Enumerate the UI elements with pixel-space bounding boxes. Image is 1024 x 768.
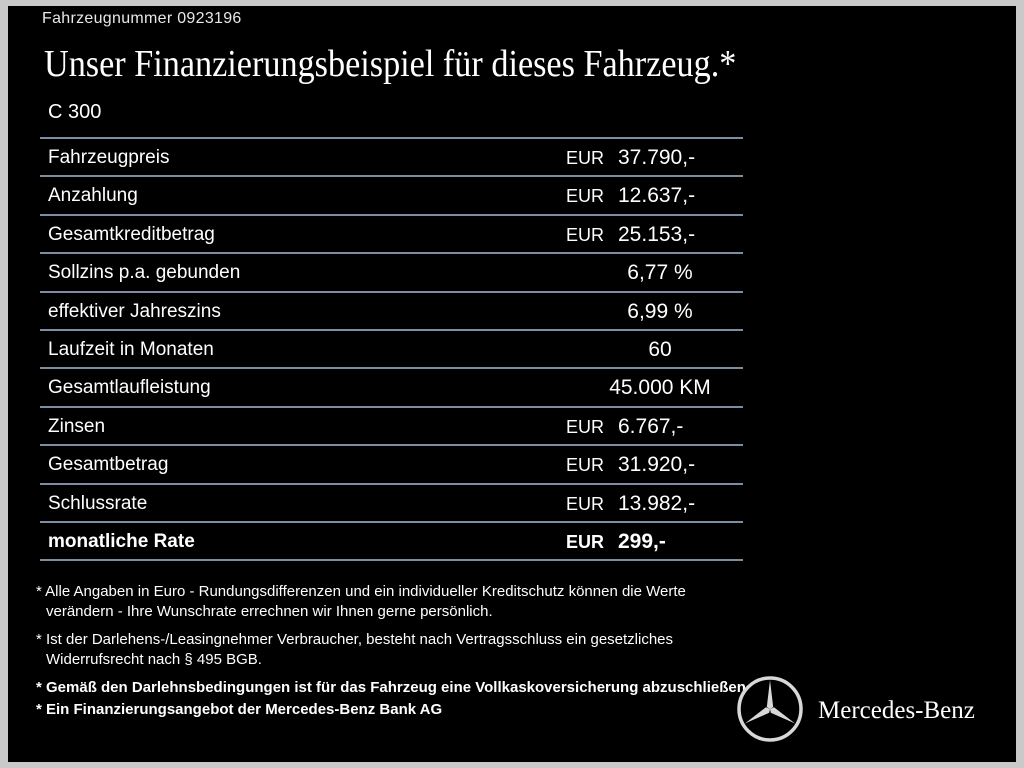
note: * Ist der Darlehens-/Leasingnehmer Verbr… <box>36 631 674 668</box>
currency: EUR <box>566 493 605 514</box>
page: Fahrzeugnummer 0923196 Unser Finanzierun… <box>8 6 1016 762</box>
table-row: Gesamtlaufleistung 45.000 KM <box>40 369 743 408</box>
row-label: Gesamtlaufleistung <box>48 377 211 399</box>
amount: 12.637,- <box>618 184 696 208</box>
amount: 299,- <box>618 529 666 553</box>
table-row: Sollzins p.a. gebunden 6,77 % <box>40 254 743 293</box>
brand: Mercedes-Benz <box>818 697 975 724</box>
table-row: monatliche Rate EUR 299,- <box>40 523 743 562</box>
amount: 6.767,- <box>618 414 684 438</box>
amount: 6,77 % <box>627 261 693 285</box>
currency: EUR <box>566 531 605 552</box>
amount: 31.920,- <box>618 453 696 477</box>
table-row: Gesamtbetrag EUR 31.920,- <box>40 446 743 485</box>
row-label: Gesamtkreditbetrag <box>48 223 215 245</box>
finance-table: Fahrzeugpreis EUR 37.790,- Anzahlung EUR 12.6… <box>40 137 743 562</box>
amount: 6,99 % <box>627 299 693 323</box>
row-label: Laufzeit in Monaten <box>48 338 214 360</box>
title: Unser Finanzierungsbeispiel für dieses F… <box>44 43 737 85</box>
logo <box>737 676 803 742</box>
row-label: monatliche Rate <box>48 530 195 552</box>
table-row: Anzahlung EUR 12.637,- <box>40 177 743 216</box>
row-label: Zinsen <box>48 415 106 437</box>
row-label: Gesamtbetrag <box>48 454 169 476</box>
vehicle-number: Fahrzeugnummer 0923196 <box>42 10 242 27</box>
amount: 13.982,- <box>618 491 696 515</box>
row-label: Sollzins p.a. gebunden <box>48 262 241 284</box>
currency: EUR <box>566 224 605 245</box>
currency: EUR <box>566 148 605 168</box>
amount: 37.790,- <box>618 146 696 169</box>
row-label: effektiver Jahreszins <box>48 300 221 322</box>
table-row: Gesamtkreditbetrag EUR 25.153,- <box>40 216 743 255</box>
note: * Ein Finanzierungsangebot der Mercedes-… <box>36 701 443 718</box>
table-row: Schlussrate EUR 13.982,- <box>40 485 743 523</box>
amount: 60 <box>648 337 672 361</box>
currency: EUR <box>566 416 605 437</box>
note: * Gemäß den Darlehnsbedingungen ist für … <box>36 679 746 696</box>
notes: * Alle Angaben in Euro - Rundungsdiffere… <box>36 582 756 722</box>
row-label: Anzahlung <box>48 185 138 207</box>
currency: EUR <box>566 186 605 207</box>
table-row: Fahrzeugpreis EUR 37.790,- <box>40 139 743 178</box>
row-label: Schlussrate <box>48 492 148 514</box>
table-row: Laufzeit in Monaten 60 <box>40 331 743 370</box>
amount: 25.153,- <box>618 222 696 246</box>
currency: EUR <box>566 455 605 476</box>
note: * Alle Angaben in Euro - Rundungsdiffere… <box>36 583 686 620</box>
row-label: Fahrzeugpreis <box>48 147 170 168</box>
amount: 45.000 KM <box>609 376 711 400</box>
table-row: effektiver Jahreszins 6,99 % <box>40 293 743 331</box>
model: C 300 <box>48 101 102 123</box>
table-row: Zinsen EUR 6.767,- <box>40 408 743 447</box>
